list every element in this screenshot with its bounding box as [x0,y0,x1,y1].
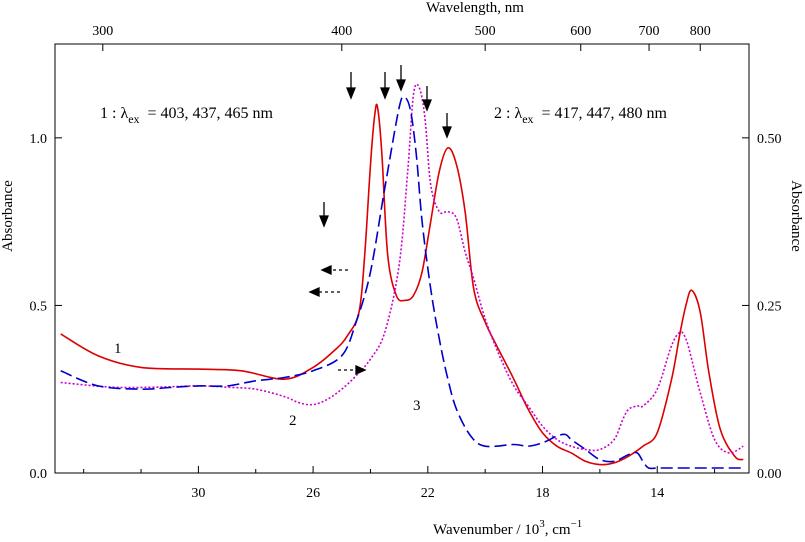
series-line-3 [60,95,744,470]
top-tick-label: 400 [331,24,352,39]
excitation-label-2: 2 : λex = 417, 447, 480 nm [494,105,668,126]
curve-label-3: 3 [413,398,421,414]
plot-frame [54,43,750,474]
bottom-tick-label: 22 [421,486,435,501]
bottom-tick-label: 18 [536,486,550,501]
bottom-tick-label: 26 [306,486,320,501]
left-axis-title: Absorbance [0,180,16,252]
shift-arrows [308,264,367,376]
left-tick-label: 0.5 [30,299,48,314]
left-axis-ticks: 0.0 0.5 1.0 [30,132,62,482]
right-axis-ticks: 0.00 0.25 0.50 [742,132,782,482]
bottom-tick-label: 30 [191,486,205,501]
right-tick-label: 0.50 [757,132,782,147]
right-axis-title: Absorbance [788,180,804,252]
excitation-markers [319,65,452,228]
series-line-1 [60,103,744,466]
excitation-label-1: 1 : λex = 403, 437, 465 nm [100,105,274,126]
top-tick-label: 700 [639,24,660,39]
curve-label-2: 2 [289,413,297,429]
top-tick-label: 500 [475,24,496,39]
right-tick-label: 0.25 [757,299,782,314]
series-line-2 [60,83,744,454]
left-tick-label: 1.0 [30,132,48,147]
top-tick-label: 800 [690,24,711,39]
bottom-tick-label: 14 [650,486,664,501]
top-tick-label: 600 [570,24,591,39]
bottom-axis-ticks: 30 26 22 18 14 [83,466,716,501]
left-tick-label: 0.0 [30,467,48,482]
series-layer [60,83,744,470]
top-axis-ticks: 300 400 500 600 700 800 [92,24,711,51]
top-tick-label: 300 [92,24,113,39]
curve-label-1: 1 [114,341,122,357]
right-tick-label: 0.00 [757,467,782,482]
bottom-axis-title: Wavenumber / 103, cm−1 [433,518,582,538]
top-axis-title: Wavelength, nm [426,0,524,16]
